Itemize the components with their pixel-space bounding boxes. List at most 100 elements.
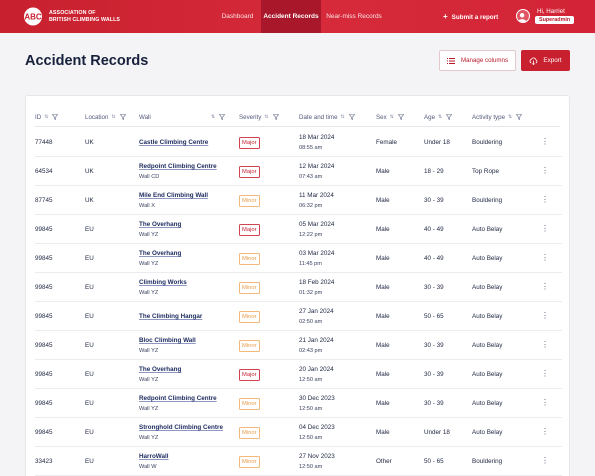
severity-badge: Minor bbox=[239, 456, 260, 468]
table-row[interactable]: 99845 EU The Climbing Hangar Minor 27 Jan 20… bbox=[35, 302, 562, 331]
table-row[interactable]: 99845 EU Bloc Climbing Wall Wall YZ Minor 21 … bbox=[35, 331, 562, 360]
cell-sex: Male bbox=[376, 429, 390, 436]
row-actions-icon[interactable]: ⋮ bbox=[541, 166, 549, 175]
sort-icon[interactable]: ⇅ bbox=[264, 114, 269, 120]
severity-badge: Minor bbox=[239, 195, 260, 207]
filter-icon[interactable] bbox=[119, 114, 126, 120]
cell-date: 27 Nov 2023 bbox=[299, 453, 335, 460]
cell-date: 05 Mar 2024 bbox=[299, 221, 335, 228]
cell-id: 99845 bbox=[35, 400, 53, 407]
row-actions-icon[interactable]: ⋮ bbox=[541, 253, 549, 262]
filter-icon[interactable] bbox=[52, 114, 59, 120]
logo-letters: ABC bbox=[24, 13, 42, 22]
column-header-age[interactable]: Age ⇅ bbox=[424, 110, 453, 124]
cell-sex: Male bbox=[376, 313, 390, 320]
sort-icon[interactable]: ⇅ bbox=[111, 114, 116, 120]
wall-link[interactable]: Climbing Works bbox=[139, 279, 187, 286]
sort-icon[interactable]: ⇅ bbox=[44, 114, 49, 120]
cell-age: 30 - 39 bbox=[424, 371, 444, 378]
nav-dashboard[interactable]: Dashboard bbox=[221, 13, 254, 20]
row-actions-icon[interactable]: ⋮ bbox=[541, 282, 549, 291]
row-actions-icon[interactable]: ⋮ bbox=[541, 398, 549, 407]
wall-link[interactable]: The Climbing Hangar bbox=[139, 313, 203, 320]
cell-activity: Auto Belay bbox=[472, 400, 503, 407]
wall-link[interactable]: The Overhang bbox=[139, 250, 182, 257]
column-header-location[interactable]: Location ⇅ bbox=[85, 110, 126, 124]
column-label: ID bbox=[35, 113, 42, 121]
column-header-activity[interactable]: Activity type ⇅ bbox=[472, 110, 523, 124]
wall-link[interactable]: Bloc Climbing Wall bbox=[139, 337, 196, 344]
cell-activity: Auto Belay bbox=[472, 313, 503, 320]
row-actions-icon[interactable]: ⋮ bbox=[541, 224, 549, 233]
sort-icon[interactable]: ⇅ bbox=[508, 114, 513, 120]
filter-icon[interactable] bbox=[272, 114, 279, 120]
submit-report-button[interactable]: + Submit a report bbox=[443, 0, 498, 33]
table-row[interactable]: 99845 EU The Overhang Wall YZ Minor 03 Mar 20… bbox=[35, 244, 562, 273]
nav-accident-records[interactable]: Accident Records bbox=[261, 0, 321, 33]
filter-icon[interactable] bbox=[516, 114, 523, 120]
table-row[interactable]: 33423 EU HarroWall Wall W Minor 27 Nov 2023 12… bbox=[35, 447, 562, 476]
table-row[interactable]: 99845 EU Stronghold Climbing Centre Wall YZ… bbox=[35, 418, 562, 447]
column-header-sex[interactable]: Sex ⇅ bbox=[376, 110, 404, 124]
manage-columns-button[interactable]: Manage columns bbox=[439, 50, 516, 71]
wall-link[interactable]: Castle Climbing Centre bbox=[139, 139, 209, 146]
column-header-date[interactable]: Date and time ⇅ bbox=[299, 110, 355, 124]
filter-icon[interactable] bbox=[348, 114, 355, 120]
export-button[interactable]: Export bbox=[521, 50, 570, 71]
column-header-severity[interactable]: Severity ⇅ bbox=[239, 110, 279, 124]
cell-age: 30 - 39 bbox=[424, 284, 444, 291]
sort-icon[interactable]: ⇅ bbox=[210, 114, 216, 120]
cell-sex: Male bbox=[376, 371, 390, 378]
column-header-id[interactable]: ID ⇅ bbox=[35, 110, 59, 124]
wall-link[interactable]: The Overhang bbox=[139, 221, 182, 228]
table-row[interactable]: 87745 UK Mile End Climbing Wall Wall X Minor… bbox=[35, 186, 562, 215]
row-actions-icon[interactable]: ⋮ bbox=[541, 369, 549, 378]
row-actions-icon[interactable]: ⋮ bbox=[541, 195, 549, 204]
sort-icon[interactable]: ⇅ bbox=[340, 114, 345, 120]
wall-link[interactable]: Stronghold Climbing Centre bbox=[139, 424, 223, 431]
cell-sex: Male bbox=[376, 255, 390, 262]
page-title: Accident Records bbox=[25, 53, 149, 69]
wall-subtitle: Wall YZ bbox=[139, 406, 159, 412]
user-greeting: Hi, Harriet bbox=[537, 8, 565, 15]
cell-date: 12 Mar 2024 bbox=[299, 163, 335, 170]
cell-sex: Other bbox=[376, 458, 392, 465]
row-actions-icon[interactable]: ⋮ bbox=[541, 427, 549, 436]
table-row[interactable]: 77448 UK Castle Climbing Centre Major 18 Mar… bbox=[35, 128, 562, 157]
cell-id: 99845 bbox=[35, 313, 53, 320]
cell-activity: Auto Belay bbox=[472, 226, 503, 233]
sort-icon[interactable]: ⇅ bbox=[438, 114, 443, 120]
cell-activity: Top Rope bbox=[472, 168, 499, 175]
cell-date: 21 Jan 2024 bbox=[299, 337, 334, 344]
wall-link[interactable]: HarroWall bbox=[139, 453, 169, 460]
table-row[interactable]: 99845 EU The Overhang Wall YZ Major 20 Jan 20… bbox=[35, 360, 562, 389]
filter-icon[interactable] bbox=[219, 114, 226, 120]
column-label: Sex bbox=[376, 113, 387, 121]
table-row[interactable]: 99845 EU Redpoint Climbing Centre Wall YZ Mi… bbox=[35, 389, 562, 418]
wall-link[interactable]: The Overhang bbox=[139, 366, 182, 373]
table-row[interactable]: 99845 EU Climbing Works Wall YZ Minor 18 Feb … bbox=[35, 273, 562, 302]
column-label: Severity bbox=[239, 113, 262, 121]
nav-near-miss-records[interactable]: Near-miss Records bbox=[326, 13, 382, 20]
table-row[interactable]: 99845 EU The Overhang Wall YZ Major 05 Mar 20… bbox=[35, 215, 562, 244]
wall-link[interactable]: Redpoint Climbing Centre bbox=[139, 395, 217, 402]
wall-link[interactable]: Redpoint Climbing Centre bbox=[139, 163, 217, 170]
severity-badge: Minor bbox=[239, 427, 260, 439]
cell-id: 99845 bbox=[35, 284, 53, 291]
row-actions-icon[interactable]: ⋮ bbox=[541, 137, 549, 146]
row-actions-icon[interactable]: ⋮ bbox=[541, 311, 549, 320]
filter-icon[interactable] bbox=[397, 114, 404, 120]
abc-logo[interactable]: ABC bbox=[22, 7, 44, 26]
column-header-wall[interactable]: Wall ⇅ bbox=[139, 110, 226, 124]
cell-id: 87745 bbox=[35, 197, 53, 204]
sort-icon[interactable]: ⇅ bbox=[389, 114, 394, 120]
avatar[interactable] bbox=[516, 9, 530, 23]
filter-icon[interactable] bbox=[446, 114, 453, 120]
cell-date: 03 Mar 2024 bbox=[299, 250, 335, 257]
row-actions-icon[interactable]: ⋮ bbox=[541, 456, 549, 465]
cell-activity: Auto Belay bbox=[472, 255, 503, 262]
row-actions-icon[interactable]: ⋮ bbox=[541, 340, 549, 349]
cell-time: 02:43 pm bbox=[299, 348, 323, 354]
table-row[interactable]: 64534 UK Redpoint Climbing Centre Wall CD Ma… bbox=[35, 157, 562, 186]
wall-link[interactable]: Mile End Climbing Wall bbox=[139, 192, 209, 199]
